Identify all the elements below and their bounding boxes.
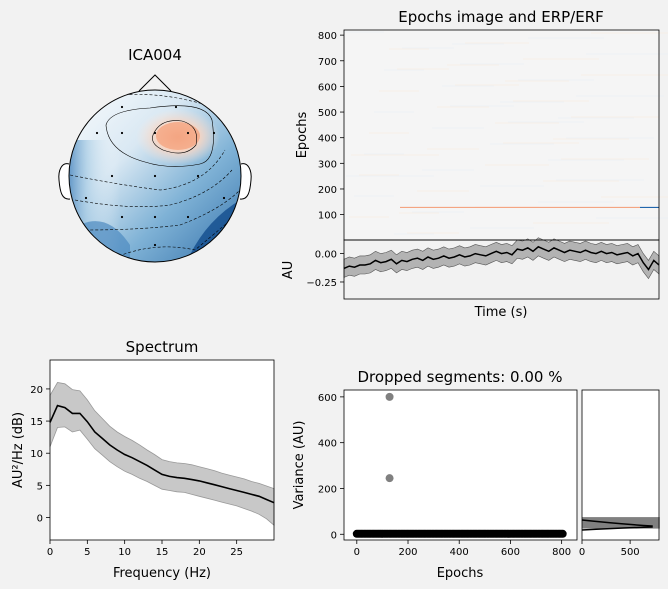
erp-y-ticks: 0.00 −0.25 (306, 250, 344, 289)
y-tick-label: 200 (318, 185, 337, 196)
y-tick-label: 300 (318, 159, 337, 170)
y-tick-label: 0 (37, 514, 43, 525)
y-tick-label: 10 (30, 449, 43, 460)
variance-y-label: Variance (AU) (292, 421, 307, 510)
topomap-title: ICA004 (128, 46, 182, 64)
erp-y-label: AU (281, 261, 296, 279)
sensor-markers (84, 105, 226, 247)
head-nose (138, 74, 172, 92)
sensor-marker (153, 243, 157, 247)
variance-outlier-point (385, 392, 394, 401)
variance-point (558, 529, 567, 538)
x-tick-label: 25 (230, 547, 243, 558)
erp-mean-line (343, 245, 660, 271)
sensor-marker (153, 131, 157, 135)
variance-hist-bar (582, 517, 660, 529)
head-outline (68, 89, 242, 263)
sensor-marker (222, 196, 226, 200)
variance-hist-plot-area (582, 390, 659, 540)
spectrum-x-ticks: 0 5 10 15 20 25 (47, 540, 243, 558)
variance-x-ticks: 0 200 400 600 800 (354, 540, 571, 558)
x-tick-label: 800 (552, 547, 571, 558)
variance-y-ticks: 0 200 400 600 (318, 393, 344, 541)
sensor-marker (120, 105, 124, 109)
y-tick-label: 600 (318, 393, 337, 404)
y-tick-label: 200 (318, 484, 337, 495)
spectrum-plot-area (50, 360, 274, 540)
y-tick-label: 0 (331, 530, 337, 541)
sensor-marker (120, 215, 124, 219)
variance-hist-x-ticks: 0 500 (579, 540, 640, 558)
sensor-marker (212, 131, 216, 135)
epochs-image-area (344, 30, 659, 240)
spectrum-y-label: AU²/Hz (dB) (11, 412, 26, 488)
variance-plot-area (344, 390, 577, 540)
head-left-ear (58, 163, 71, 200)
topomap-field (69, 90, 241, 262)
sensor-marker (186, 215, 190, 219)
sensor-marker (153, 174, 157, 178)
variance-outlier-point (385, 474, 394, 483)
x-tick-label: 400 (450, 547, 469, 558)
x-tick-label: 10 (118, 547, 131, 558)
erp-frame (343, 239, 660, 300)
y-tick-label: 700 (318, 57, 337, 68)
sensor-marker (120, 131, 124, 135)
epochs-y-ticks: 100 200 300 400 500 600 700 800 (318, 31, 344, 222)
x-tick-label: 500 (621, 547, 640, 558)
sensor-marker (186, 131, 190, 135)
spectrum-mean-line (49, 404, 275, 504)
y-tick-label: 800 (318, 31, 337, 42)
variance-title: Dropped segments: 0.00 % (358, 368, 563, 386)
x-tick-label: 5 (84, 547, 90, 558)
y-tick-label: 20 (30, 385, 43, 396)
sensor-marker (95, 131, 99, 135)
sensor-marker (110, 174, 114, 178)
x-tick-label: 0 (354, 547, 360, 558)
sensor-marker (84, 196, 88, 200)
variance-outlier-points (385, 392, 394, 483)
erp-confidence-band (343, 237, 660, 280)
variance-panel: Dropped segments: 0.00 % 0 200 400 600 800 0… (292, 368, 578, 581)
epoch-streaks (344, 31, 668, 235)
spectrum-title: Spectrum (126, 338, 199, 356)
spectrum-y-ticks: 0 5 10 15 20 (30, 385, 50, 525)
epochs-y-label: Epochs (295, 111, 310, 158)
epochs-image-title: Epochs image and ERP/ERF (398, 8, 604, 26)
topomap-panel: ICA004 (58, 46, 252, 263)
x-tick-label: 0 (579, 547, 585, 558)
y-tick-label: 5 (37, 481, 43, 492)
y-tick-label: −0.25 (306, 278, 337, 289)
x-tick-label: 15 (156, 547, 169, 558)
y-tick-label: 15 (30, 417, 43, 428)
spectrum-panel: Spectrum 0 5 10 15 20 25 0 5 10 15 20 Frequency (… (11, 338, 275, 581)
x-tick-label: 0 (47, 547, 53, 558)
sensor-marker (174, 105, 178, 109)
variance-frame (343, 389, 578, 541)
variance-baseline-points (352, 529, 567, 538)
y-tick-label: 100 (318, 211, 337, 222)
spectrum-x-label: Frequency (Hz) (113, 566, 211, 581)
y-tick-label: 400 (318, 134, 337, 145)
variance-hist-kde (581, 519, 653, 531)
epochs-image-panel: Epochs image and ERP/ERF 100 200 300 400 500… (295, 8, 668, 241)
x-tick-label: 200 (398, 547, 417, 558)
y-tick-label: 0.00 (315, 250, 337, 261)
x-tick-label: 20 (193, 547, 206, 558)
y-tick-label: 600 (318, 82, 337, 93)
erp-x-label: Time (s) (474, 305, 528, 320)
sensor-marker (196, 174, 200, 178)
erp-panel: 0.00 −0.25 Time (s) AU (281, 237, 660, 320)
y-tick-label: 400 (318, 439, 337, 450)
head-right-ear (239, 163, 252, 200)
sensor-marker (153, 215, 157, 219)
variance-hist-panel: 0 500 (579, 389, 660, 558)
x-tick-label: 600 (501, 547, 520, 558)
variance-x-label: Epochs (437, 566, 484, 581)
y-tick-label: 500 (318, 108, 337, 119)
variance-hist-frame (581, 389, 660, 541)
